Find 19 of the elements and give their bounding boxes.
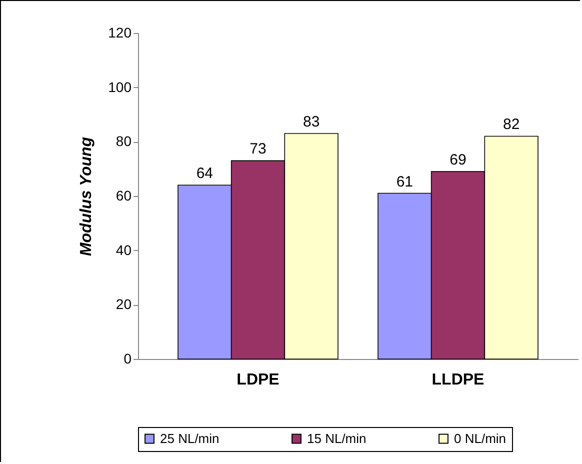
data-label: 64 [196,165,214,182]
y-tick-label: 40 [116,242,132,258]
y-tick-label: 0 [124,350,132,366]
y-tick-label: 20 [116,296,132,312]
data-label: 73 [250,140,266,158]
x-tick-label: LLDPE [432,372,485,388]
data-label: 83 [302,114,320,131]
y-tick-label: 100 [108,78,132,95]
y-axis-title: Modulus Young [78,136,96,256]
data-label: 61 [396,173,414,190]
y-tick-label: 80 [116,133,132,150]
x-tick-label: LDPE [236,372,280,388]
y-tick-label: 120 [108,24,132,40]
legend-label: 15 NL/min [307,430,366,446]
legend-label: 25 NL/min [160,430,220,446]
legend-label: 0 NL/min [454,430,506,446]
y-tick-label: 60 [116,188,132,204]
data-label: 82 [502,116,520,134]
data-label: 69 [450,152,466,169]
